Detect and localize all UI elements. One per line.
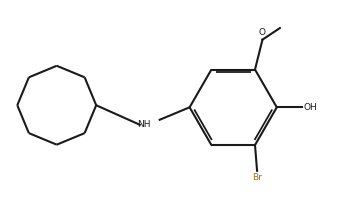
Text: O: O <box>259 28 266 37</box>
Text: Br: Br <box>252 173 262 182</box>
Text: NH: NH <box>137 120 151 129</box>
Text: OH: OH <box>303 103 317 112</box>
